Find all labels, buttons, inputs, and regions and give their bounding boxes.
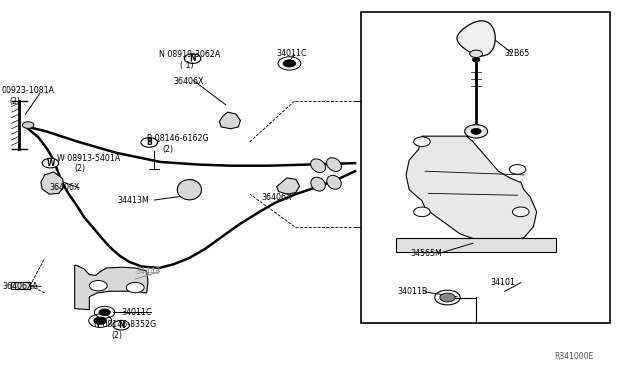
Polygon shape [457,21,495,56]
Ellipse shape [310,159,326,173]
Ellipse shape [326,158,342,171]
Text: (2): (2) [162,145,173,154]
Text: 34565M: 34565M [410,249,442,258]
Text: W: W [46,158,54,168]
Circle shape [283,60,296,67]
Text: 34101: 34101 [491,278,516,287]
Circle shape [42,158,59,168]
Circle shape [99,309,110,315]
Circle shape [413,137,430,147]
Ellipse shape [177,180,202,200]
Text: N: N [189,54,196,63]
Text: (2): (2) [111,331,122,340]
Text: ( 1): ( 1) [180,61,193,70]
Text: 36406X: 36406X [49,183,79,192]
Text: 36406X: 36406X [173,77,204,86]
Text: 34011B: 34011B [397,288,428,296]
Text: 36406XA: 36406XA [3,282,38,291]
Text: 00923-1081A: 00923-1081A [1,86,54,94]
Polygon shape [220,112,241,129]
Text: B 08146-6162G: B 08146-6162G [147,134,208,143]
Circle shape [90,280,107,291]
Circle shape [22,122,34,128]
Circle shape [413,207,430,217]
Circle shape [141,138,157,147]
Ellipse shape [311,177,325,191]
Polygon shape [396,238,556,253]
Circle shape [126,282,144,293]
Text: 36406X: 36406X [261,193,292,202]
Polygon shape [406,136,537,245]
Circle shape [440,293,455,302]
Circle shape [113,320,129,330]
Circle shape [470,50,483,58]
Text: 34011C: 34011C [121,308,152,317]
Text: (2): (2) [75,164,86,173]
Text: R341000E: R341000E [554,352,594,361]
Circle shape [509,164,526,174]
Text: B: B [147,138,152,147]
FancyBboxPatch shape [362,13,610,323]
Polygon shape [75,265,148,310]
Text: 34448: 34448 [135,267,160,276]
Text: 32B65: 32B65 [505,49,530,58]
Circle shape [184,54,201,63]
Text: N 08919-3062A: N 08919-3062A [159,51,221,60]
Circle shape [513,207,529,217]
Text: N: N [118,321,124,330]
Circle shape [94,317,106,324]
Text: N 08146-8352G: N 08146-8352G [94,320,156,329]
Polygon shape [11,282,30,289]
Polygon shape [41,172,64,194]
Circle shape [471,128,481,134]
Polygon shape [276,178,300,194]
Text: 34413M: 34413M [117,196,149,205]
Circle shape [472,58,480,62]
Text: W 08913-5401A: W 08913-5401A [58,154,121,163]
Text: (2): (2) [9,97,20,106]
Ellipse shape [327,175,341,189]
Circle shape [465,125,488,138]
Text: 34011C: 34011C [276,49,307,58]
